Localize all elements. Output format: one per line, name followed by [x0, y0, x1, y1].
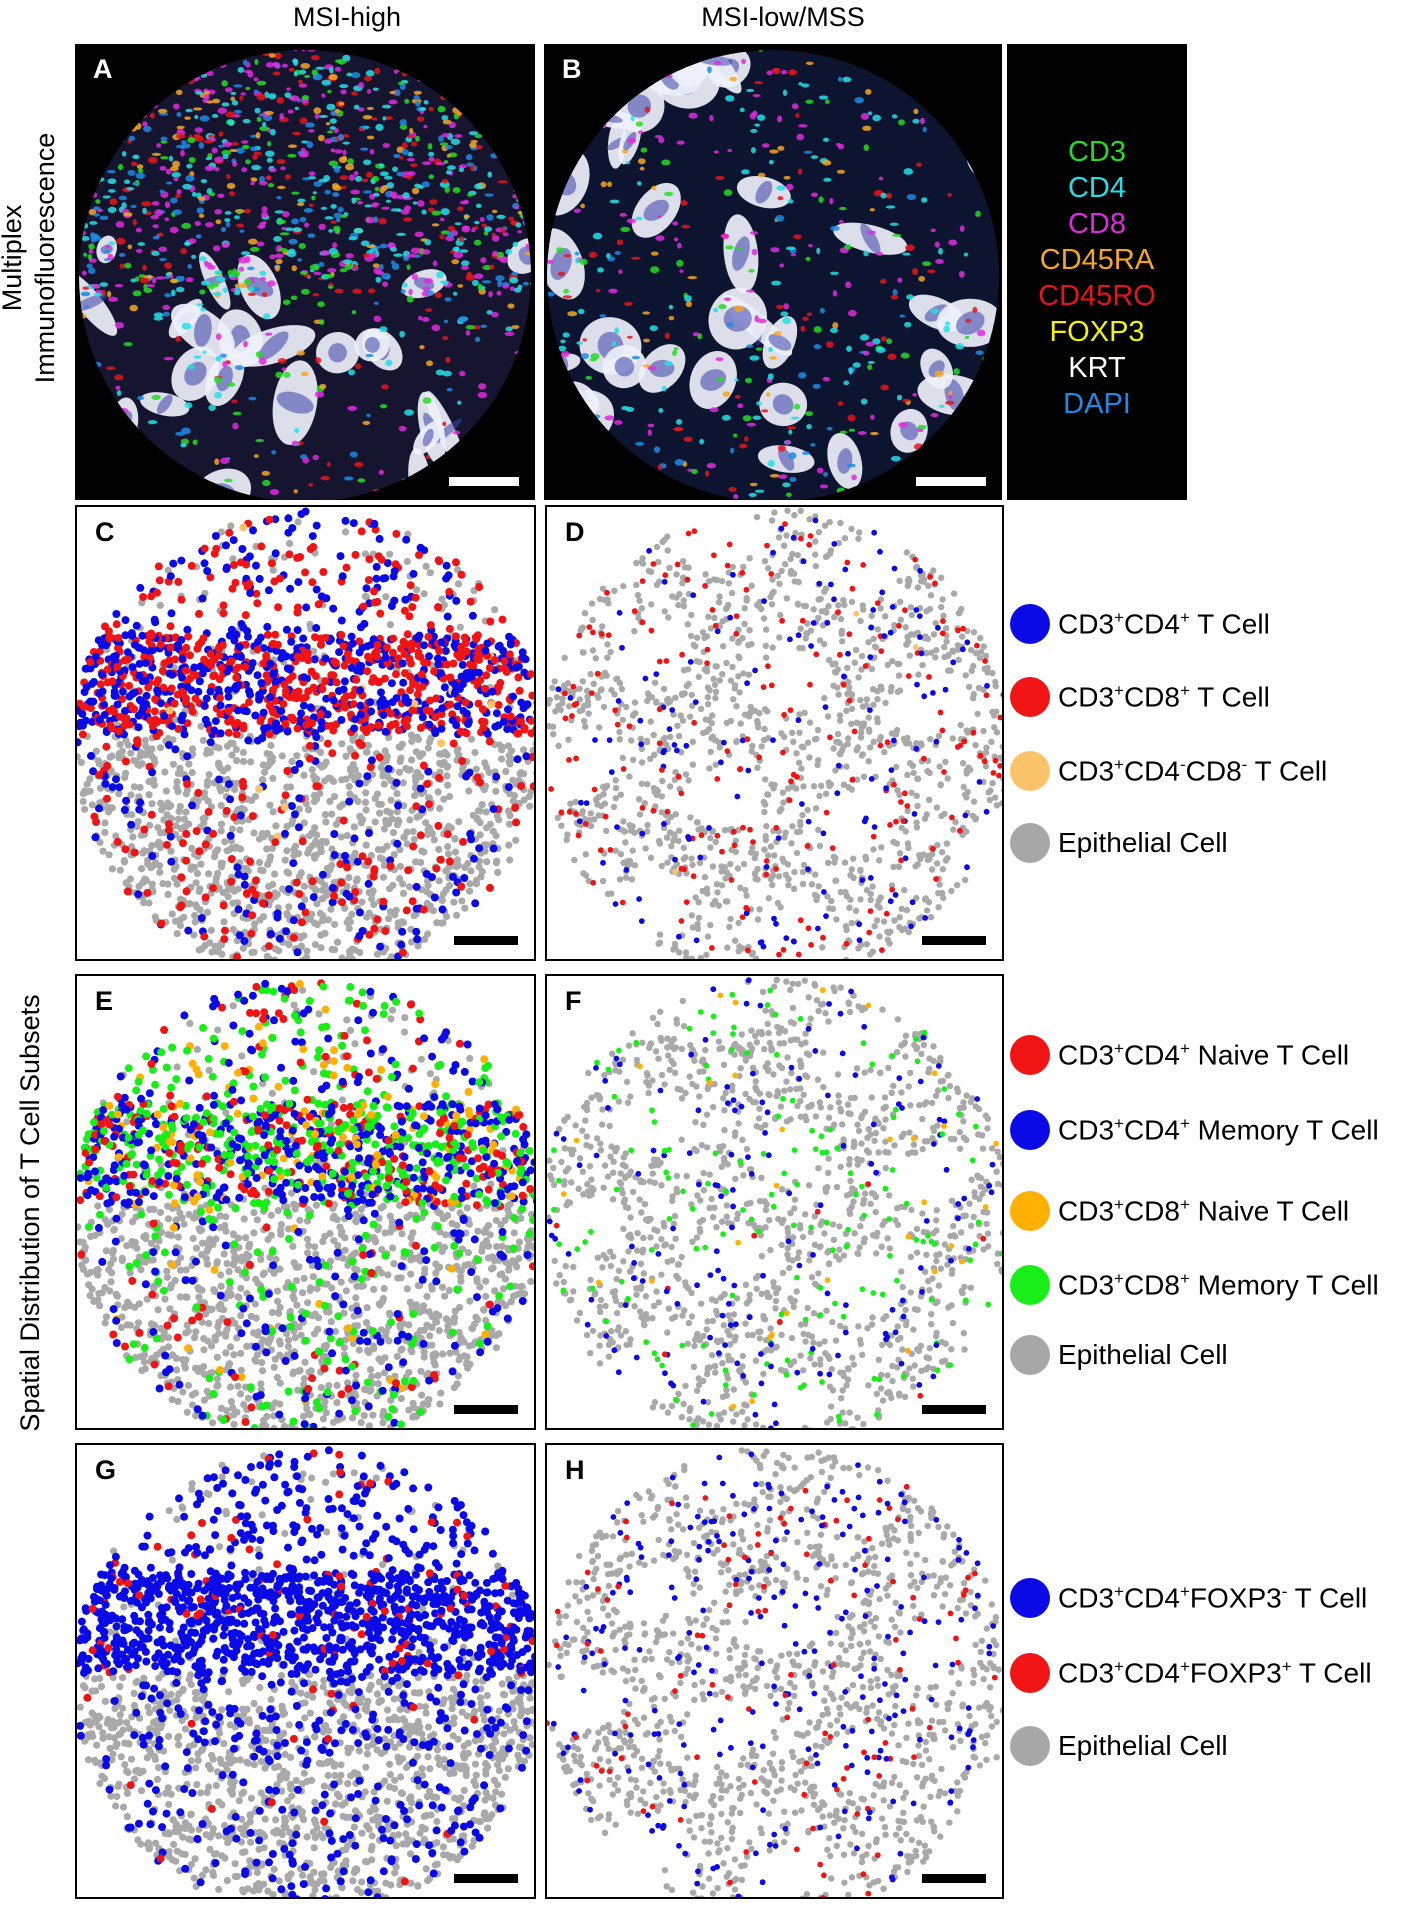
- legend-dot: [1010, 1035, 1050, 1075]
- channel-cd8: CD8: [1067, 208, 1126, 240]
- panel-b-fluorescence: B: [544, 44, 1002, 500]
- panel-label-g: G: [95, 1455, 117, 1485]
- legend-dot: [1010, 677, 1050, 717]
- scale-bar: [449, 477, 519, 486]
- panel-label-e: E: [95, 986, 114, 1016]
- legend-text: CD3+CD4+FOXP3- T Cell: [1058, 1581, 1368, 1614]
- panel-label-f: F: [565, 986, 582, 1016]
- panel-label-h: H: [565, 1455, 585, 1485]
- row-title-multiplex: Multiplex Immunofluorescence: [0, 132, 60, 384]
- panel-a-image: [79, 50, 531, 500]
- legend-ef-item: CD3+CD4+ Naive T Cell: [1010, 1033, 1349, 1077]
- channel-legend: CD3 CD4 CD8 CD45RA CD45RO FOXP3 KRT DAPI: [1007, 44, 1187, 500]
- legend-cd-item: CD3+CD4-CD8- T Cell: [1010, 749, 1327, 793]
- legend-dot: [1010, 823, 1050, 863]
- legend-dot: [1010, 1726, 1050, 1766]
- legend-text: CD3+CD4+ Memory T Cell: [1058, 1113, 1379, 1146]
- panel-b-image: [547, 50, 999, 500]
- panel-label-a: A: [93, 54, 113, 84]
- legend-dot: [1010, 1578, 1050, 1618]
- scale-bar: [922, 1874, 986, 1883]
- legend-ef-item: CD3+CD4+ Memory T Cell: [1010, 1108, 1379, 1152]
- panel-f-scatter: F: [545, 974, 1004, 1430]
- panel-e-plot: [77, 979, 534, 1428]
- legend-cd-item: CD3+CD8+ T Cell: [1010, 675, 1270, 719]
- legend-text: CD3+CD4+ Naive T Cell: [1058, 1038, 1350, 1071]
- panel-label-b: B: [562, 54, 582, 84]
- legend-gh-item: Epithelial Cell: [1010, 1724, 1228, 1768]
- legend-text: Epithelial Cell: [1058, 1730, 1228, 1761]
- legend-text: Epithelial Cell: [1058, 1339, 1228, 1370]
- scale-bar: [916, 477, 986, 486]
- panel-f-plot: [547, 976, 1002, 1428]
- column-title-msi-high: MSI-high: [292, 2, 402, 32]
- legend-text: CD3+CD8+ T Cell: [1058, 680, 1270, 713]
- panel-label-d: D: [565, 517, 585, 547]
- channel-cd4: CD4: [1067, 172, 1126, 204]
- channel-krt: KRT: [1068, 352, 1126, 384]
- channel-cd3: CD3: [1067, 136, 1126, 168]
- legend-cd-item: CD3+CD4+ T Cell: [1010, 602, 1270, 646]
- legend-dot: [1010, 1265, 1050, 1305]
- channel-cd45ra: CD45RA: [1039, 244, 1155, 276]
- row-title-spatial: Spatial Distribution of T Cell Subsets: [15, 994, 45, 1432]
- panel-d-plot: [547, 507, 1002, 959]
- panel-g-scatter: G: [75, 1443, 536, 1899]
- legend-dot: [1010, 1335, 1050, 1375]
- panel-label-c: C: [95, 517, 115, 547]
- scale-bar: [922, 1405, 986, 1414]
- panel-h-plot: [547, 1447, 1002, 1897]
- channel-dapi: DAPI: [1063, 388, 1131, 420]
- legend-ef-item: CD3+CD8+ Memory T Cell: [1010, 1263, 1379, 1307]
- legend-dot: [1010, 751, 1050, 791]
- legend-dot: [1010, 1653, 1050, 1693]
- panel-g-plot: [77, 1446, 534, 1897]
- panel-c-scatter: C: [75, 505, 536, 961]
- scale-bar: [454, 936, 518, 945]
- channel-cd45ro: CD45RO: [1038, 280, 1156, 312]
- column-title-msi-low-mss: MSI-low/MSS: [701, 2, 865, 32]
- legend-gh-item: CD3+CD4+FOXP3- T Cell: [1010, 1576, 1367, 1620]
- panel-d-scatter: D: [545, 505, 1004, 961]
- panel-e-scatter: E: [75, 974, 536, 1430]
- scale-bar: [454, 1874, 518, 1883]
- channel-foxp3: FOXP3: [1049, 316, 1145, 348]
- panel-h-scatter: H: [545, 1443, 1004, 1899]
- legend-text: CD3+CD4+FOXP3+ T Cell: [1058, 1656, 1372, 1689]
- scale-bar: [922, 936, 986, 945]
- legend-dot: [1010, 604, 1050, 644]
- legend-text: Epithelial Cell: [1058, 827, 1228, 858]
- panel-a-fluorescence: A: [75, 44, 535, 500]
- panel-c-plot: [77, 507, 534, 959]
- legend-cd-item: Epithelial Cell: [1010, 821, 1228, 865]
- legend-ef-item: Epithelial Cell: [1010, 1333, 1228, 1377]
- legend-gh-item: CD3+CD4+FOXP3+ T Cell: [1010, 1651, 1372, 1695]
- legend-text: CD3+CD4+ T Cell: [1058, 607, 1270, 640]
- scale-bar: [454, 1405, 518, 1414]
- legend-dot: [1010, 1191, 1050, 1231]
- legend-ef-item: CD3+CD8+ Naive T Cell: [1010, 1189, 1349, 1233]
- legend-text: CD3+CD4-CD8- T Cell: [1058, 754, 1328, 787]
- legend-text: CD3+CD8+ Memory T Cell: [1058, 1268, 1379, 1301]
- legend-dot: [1010, 1110, 1050, 1150]
- legend-text: CD3+CD8+ Naive T Cell: [1058, 1194, 1350, 1227]
